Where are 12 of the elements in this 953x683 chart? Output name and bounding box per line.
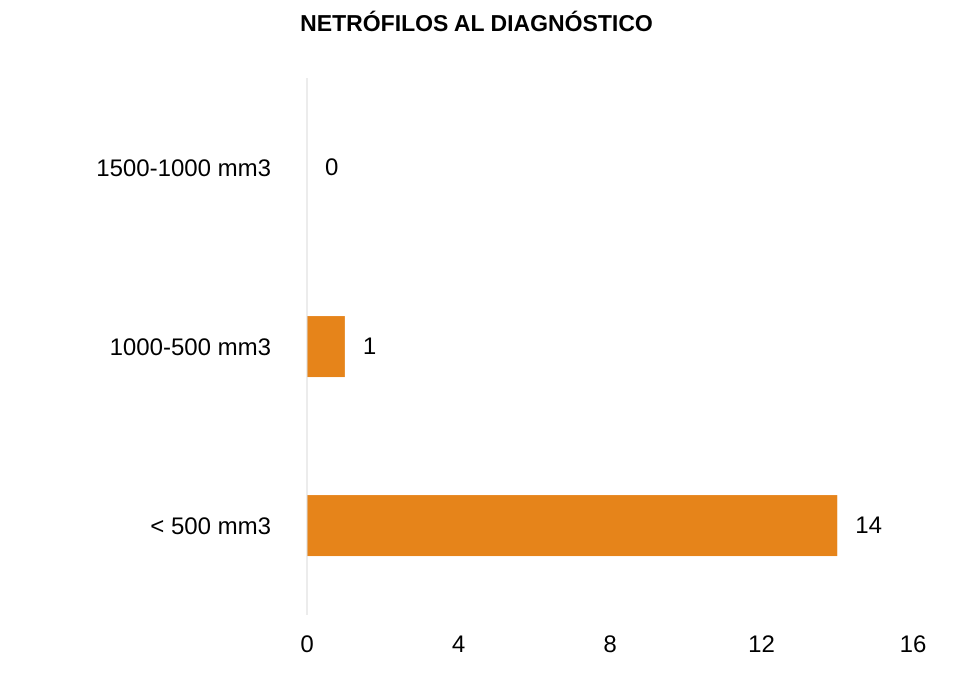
data-label: 0 xyxy=(325,154,338,182)
x-tick-label: 4 xyxy=(452,631,466,658)
y-tick-label: 1000-500 mm3 xyxy=(110,334,271,362)
x-tick-label: 12 xyxy=(748,631,775,658)
data-label: 14 xyxy=(855,512,882,540)
y-tick-label: 1500-1000 mm3 xyxy=(96,155,271,182)
x-tick-label: 0 xyxy=(300,631,314,658)
data-label: 1 xyxy=(362,333,376,360)
x-tick-label: 16 xyxy=(900,631,926,658)
x-tick-label: 8 xyxy=(603,631,617,658)
chart-title: NETRÓFILOS AL DIAGNÓSTICO xyxy=(299,9,654,38)
y-tick-label: < 500 mm3 xyxy=(150,513,271,540)
